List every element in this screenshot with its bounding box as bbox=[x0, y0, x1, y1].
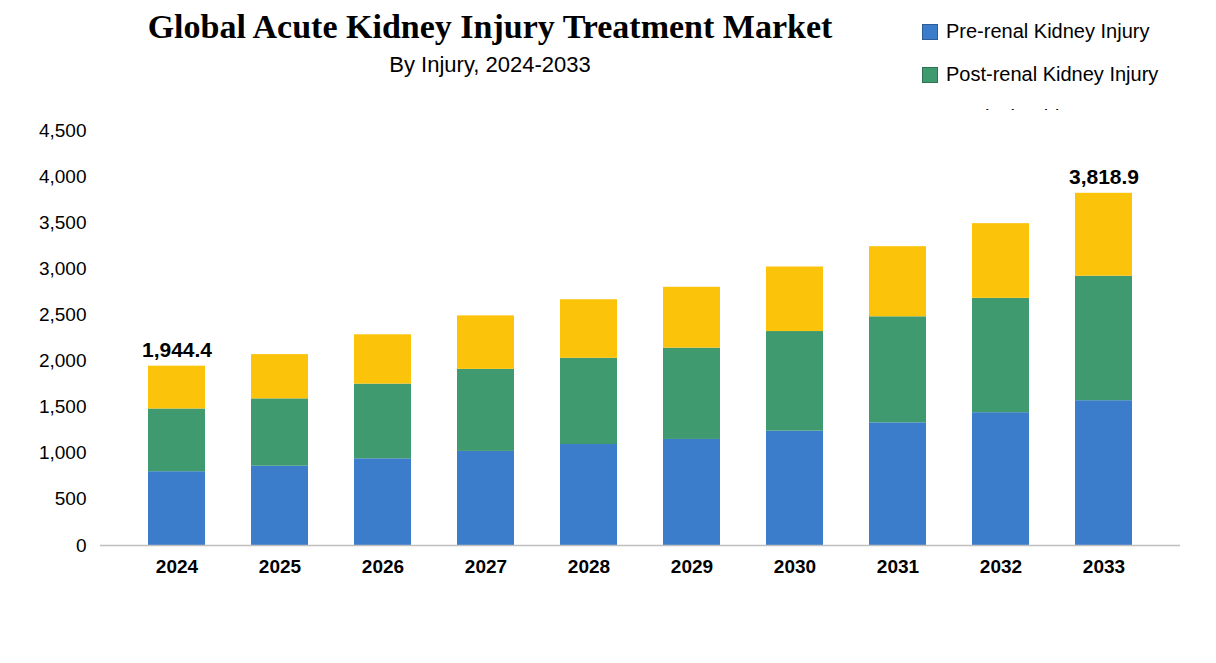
svg-text:2025: 2025 bbox=[259, 556, 302, 577]
svg-text:2028: 2028 bbox=[568, 556, 610, 577]
svg-text:3,500: 3,500 bbox=[39, 212, 87, 233]
svg-text:2024: 2024 bbox=[156, 556, 199, 577]
html-text:Post-renal Kidney Injury: Post-renal Kidney Injury bbox=[946, 63, 1159, 85]
svg-text:1,500: 1,500 bbox=[39, 396, 87, 417]
svg-text:500: 500 bbox=[55, 488, 87, 509]
svg-text:2,000: 2,000 bbox=[39, 350, 87, 371]
html-text:Instrinsic Kidney Insury: Instrinsic Kidney Insury bbox=[946, 106, 1152, 128]
svg-text:0: 0 bbox=[76, 535, 87, 556]
svg-text:2027: 2027 bbox=[465, 556, 507, 577]
svg-text:3,818.9: 3,818.9 bbox=[1069, 165, 1139, 188]
svg-text:2026: 2026 bbox=[362, 556, 404, 577]
svg-text:2030: 2030 bbox=[774, 556, 816, 577]
svg-text:4,500: 4,500 bbox=[39, 120, 87, 141]
html-text:Global Acute Kidney Injury Tre: Global Acute Kidney Injury Treatment Mar… bbox=[147, 8, 833, 45]
svg-text:2033: 2033 bbox=[1083, 556, 1125, 577]
html-text:Pre-renal Kidney Injury: Pre-renal Kidney Injury bbox=[946, 20, 1150, 42]
svg-text:3,000: 3,000 bbox=[39, 258, 87, 279]
html-text:By Injury, 2024-2033: By Injury, 2024-2033 bbox=[389, 52, 591, 77]
svg-text:1,000: 1,000 bbox=[39, 442, 87, 463]
svg-text:2032: 2032 bbox=[980, 556, 1022, 577]
svg-text:2029: 2029 bbox=[671, 556, 713, 577]
svg-text:2,500: 2,500 bbox=[39, 304, 87, 325]
svg-text:1,944.4: 1,944.4 bbox=[142, 338, 212, 361]
svg-text:2031: 2031 bbox=[877, 556, 920, 577]
svg-text:4,000: 4,000 bbox=[39, 166, 87, 187]
